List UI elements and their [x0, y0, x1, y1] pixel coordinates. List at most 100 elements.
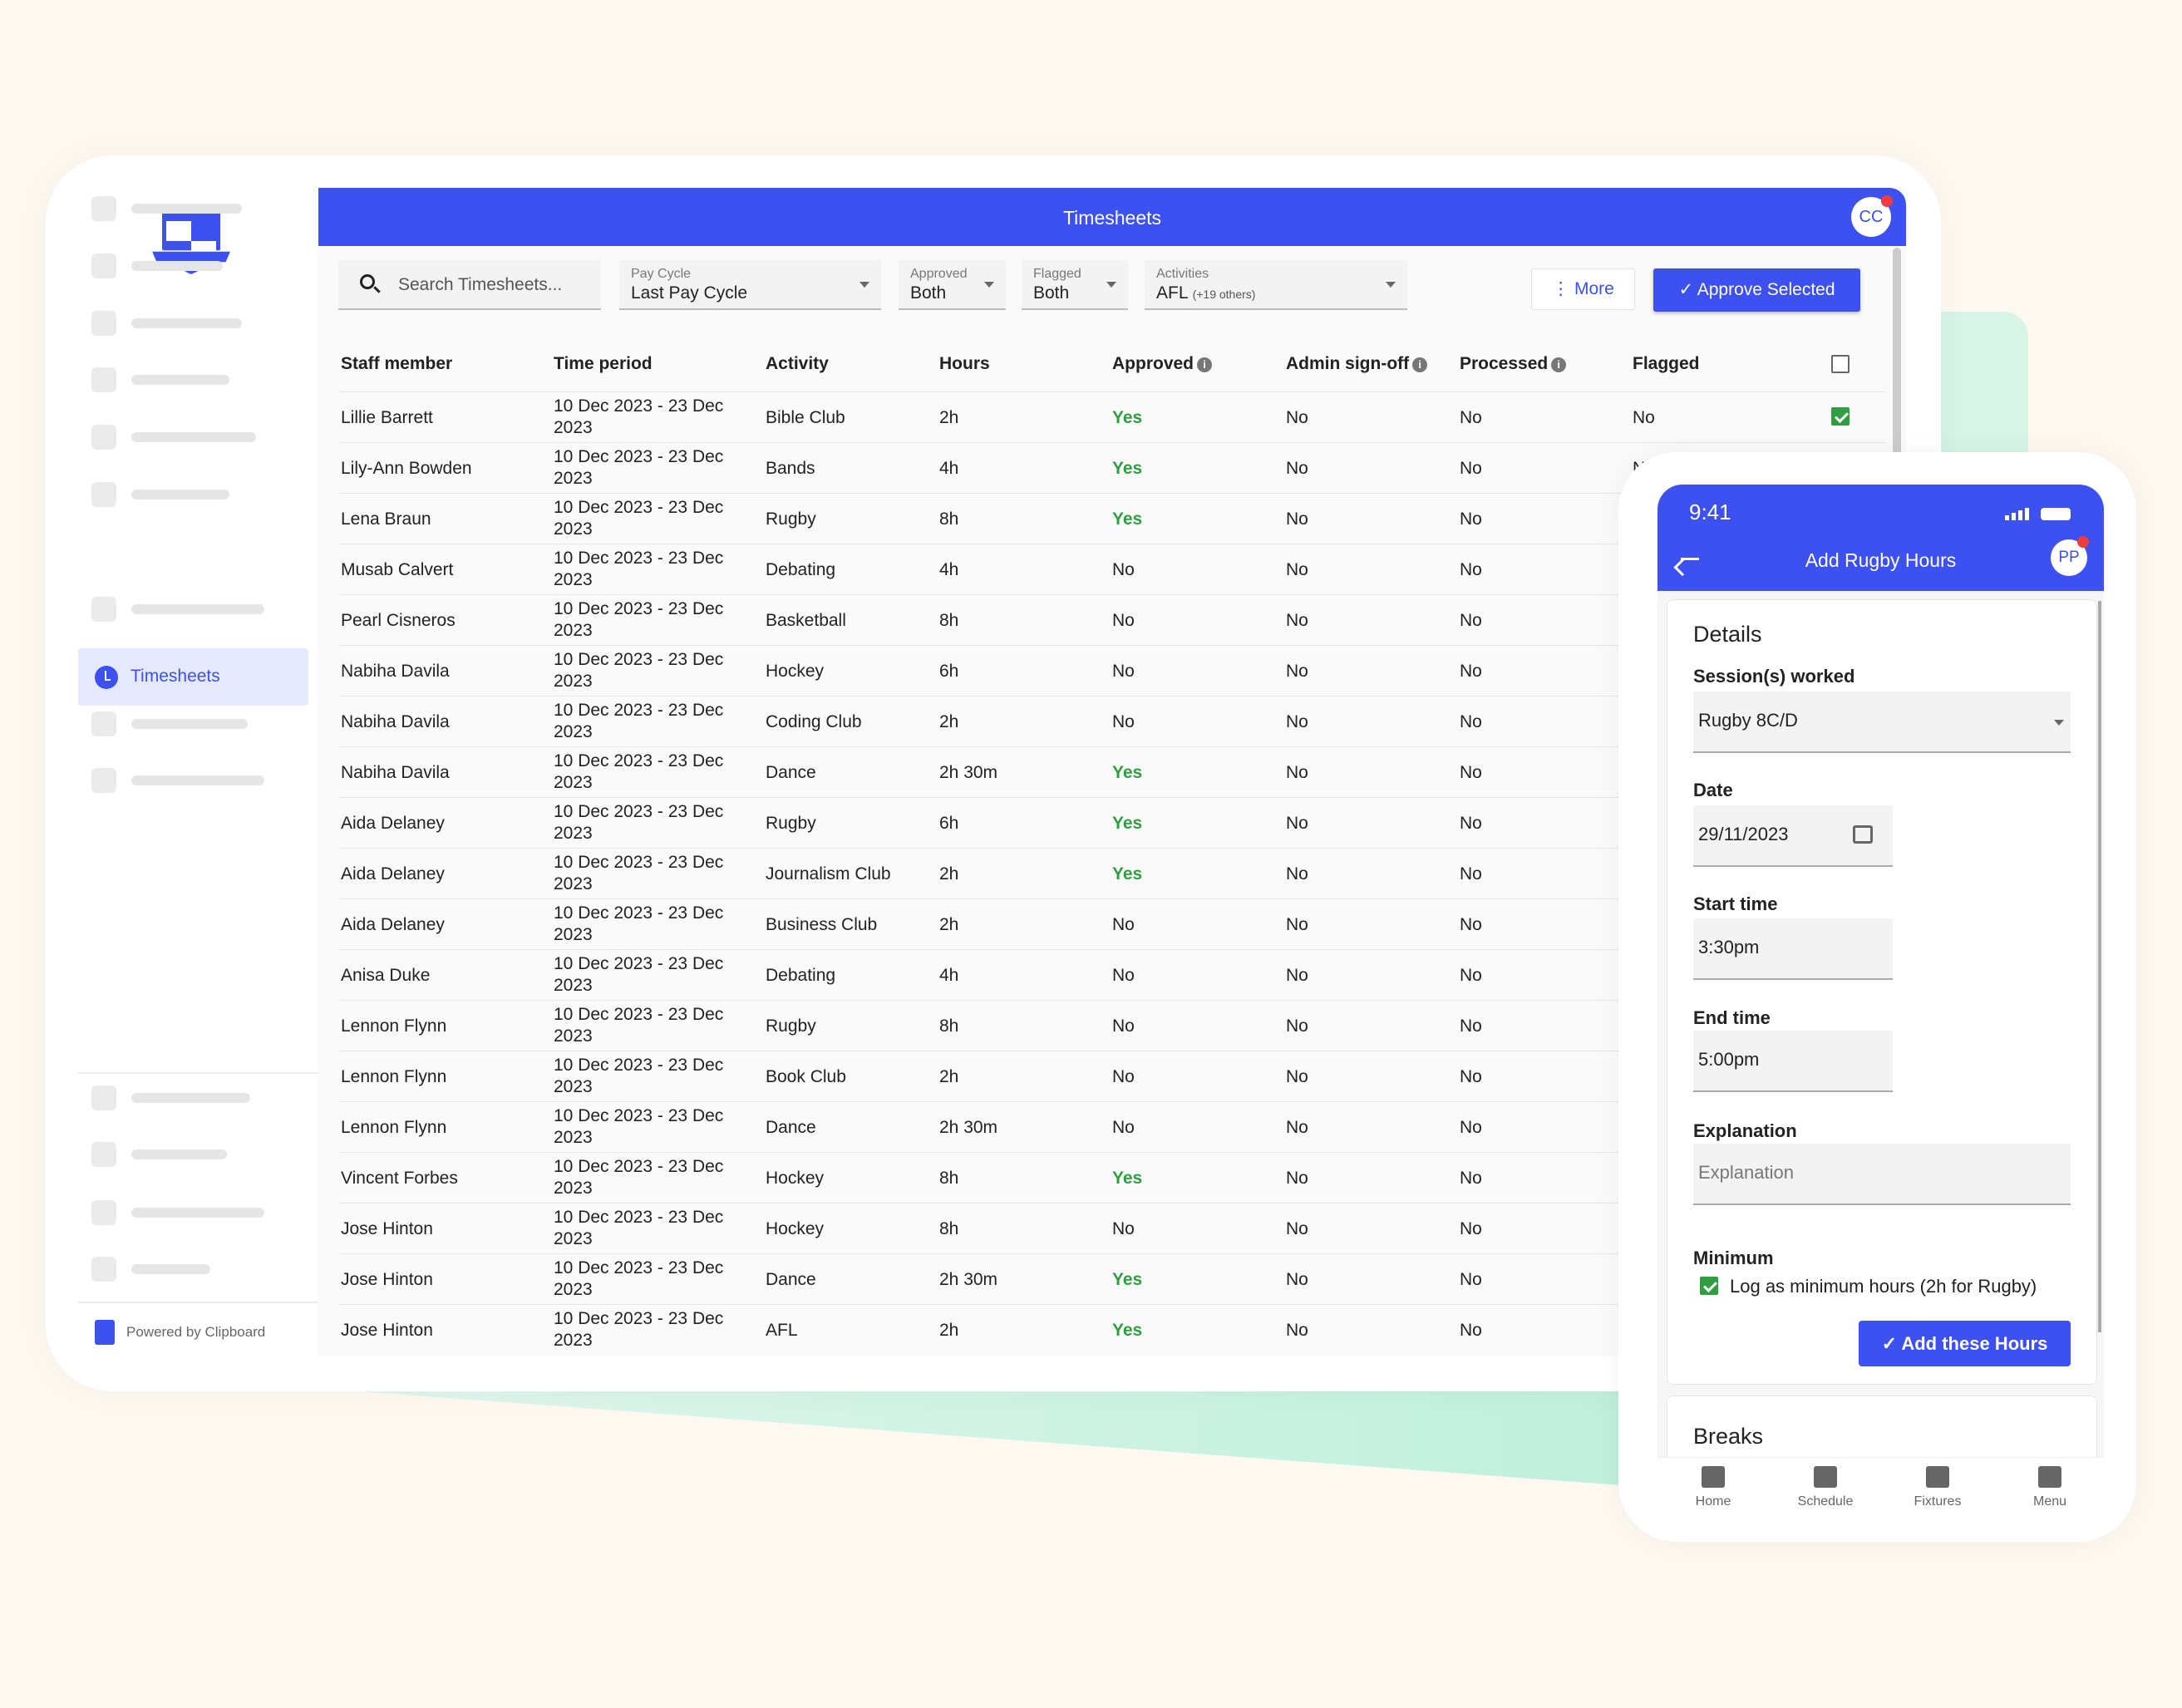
- nav-item-placeholder-icon[interactable]: [91, 253, 116, 278]
- info-icon[interactable]: i: [1412, 357, 1428, 372]
- processed-cell: No: [1460, 1219, 1482, 1238]
- nav-item-placeholder-label[interactable]: [131, 604, 264, 614]
- column-header[interactable]: Activity: [766, 354, 829, 374]
- hours-cell: 4h: [939, 459, 959, 478]
- column-header-label: Approved: [1112, 354, 1194, 373]
- column-header-label: Processed: [1460, 354, 1549, 373]
- hours-cell: 2h 30m: [939, 1118, 998, 1137]
- processed-cell: No: [1460, 1016, 1482, 1036]
- column-header[interactable]: Staff member: [341, 354, 452, 374]
- pay-cycle-select[interactable]: Pay Cycle Last Pay Cycle: [619, 260, 881, 310]
- filter-label: Activities: [1156, 267, 1209, 281]
- nav-item-placeholder-label[interactable]: [131, 775, 264, 785]
- nav-item-placeholder-label[interactable]: [131, 375, 229, 385]
- more-button[interactable]: ⋮ More: [1531, 268, 1635, 310]
- user-avatar[interactable]: CC: [1851, 195, 1893, 237]
- phone-user-avatar[interactable]: PP: [2051, 536, 2089, 576]
- calendar-icon[interactable]: [1853, 825, 1873, 844]
- start-time-input[interactable]: 3:30pm: [1693, 918, 1893, 980]
- row-checkbox[interactable]: [1831, 407, 1850, 426]
- hours-cell: 8h: [939, 1016, 959, 1036]
- bottom-nav-fixtures[interactable]: Fixtures: [1892, 1466, 1983, 1509]
- column-header-label: Admin sign-off: [1286, 354, 1410, 373]
- column-header[interactable]: Flagged: [1633, 354, 1700, 374]
- nav-item-placeholder-label[interactable]: [131, 1208, 264, 1218]
- bottom-nav-schedule[interactable]: Schedule: [1780, 1466, 1871, 1509]
- hours-cell: 2h: [939, 408, 959, 427]
- nav-item-placeholder-icon[interactable]: [91, 311, 116, 336]
- date-input[interactable]: 29/11/2023: [1693, 805, 1893, 867]
- table-row[interactable]: Pearl Cisneros 10 Dec 2023 - 23 Dec 2023 B…: [339, 594, 1885, 645]
- more-label: More: [1574, 279, 1614, 298]
- end-time-input[interactable]: 5:00pm: [1693, 1031, 1893, 1092]
- processed-cell: No: [1460, 915, 1482, 934]
- nav-item-placeholder-label[interactable]: [131, 490, 229, 500]
- nav-item-placeholder-icon[interactable]: [91, 425, 116, 450]
- back-arrow-icon[interactable]: [1681, 558, 1699, 560]
- nav-item-placeholder-label[interactable]: [131, 204, 242, 214]
- nav-item-placeholder-icon[interactable]: [91, 1200, 116, 1225]
- search-input[interactable]: Search Timesheets...: [338, 260, 601, 310]
- sidebar-item-timesheets[interactable]: Timesheets: [78, 648, 308, 706]
- session-select[interactable]: Rugby 8C/D: [1693, 692, 2071, 753]
- nav-item-placeholder-icon[interactable]: [91, 1257, 116, 1282]
- hours-cell: 2h: [939, 915, 959, 934]
- nav-item-placeholder-label[interactable]: [131, 318, 242, 328]
- filter-value: Both: [1033, 283, 1070, 303]
- table-row[interactable]: Lillie Barrett 10 Dec 2023 - 23 Dec 2023 B…: [339, 391, 1885, 442]
- nav-item-placeholder-icon[interactable]: [91, 1142, 116, 1167]
- approve-selected-button[interactable]: ✓ Approve Selected: [1653, 268, 1860, 312]
- select-all-checkbox[interactable]: [1831, 355, 1850, 373]
- time-period-cell: 10 Dec 2023 - 23 Dec 2023: [554, 549, 724, 589]
- column-header[interactable]: Processed i: [1460, 354, 1567, 374]
- admin-sign-off-cell: No: [1286, 1321, 1308, 1340]
- explanation-label: Explanation: [1693, 1120, 1797, 1141]
- activities-select[interactable]: Activities AFL (+19 others): [1145, 260, 1407, 310]
- hours-cell: 8h: [939, 1219, 959, 1238]
- nav-item-placeholder-icon[interactable]: [91, 482, 116, 507]
- time-period-cell: 10 Dec 2023 - 23 Dec 2023: [554, 853, 724, 893]
- info-icon[interactable]: i: [1551, 357, 1567, 372]
- hours-cell: 6h: [939, 662, 959, 681]
- column-header[interactable]: Hours: [939, 354, 990, 374]
- nav-item-placeholder-label[interactable]: [131, 719, 248, 729]
- activity-cell: AFL: [766, 1321, 798, 1340]
- nav-item-placeholder-icon[interactable]: [91, 367, 116, 392]
- explanation-placeholder: Explanation: [1698, 1162, 1794, 1183]
- table-row[interactable]: Jose Hinton 10 Dec 2023 - 23 Dec 2023 AFL 2…: [339, 1304, 1885, 1355]
- processed-cell: No: [1460, 864, 1482, 884]
- column-header[interactable]: Admin sign-off i: [1286, 354, 1428, 374]
- nav-item-placeholder-label[interactable]: [131, 261, 223, 271]
- minimum-hours-checkbox[interactable]: [1700, 1277, 1718, 1295]
- admin-sign-off-cell: No: [1286, 1270, 1308, 1289]
- activity-cell: Debating: [766, 560, 836, 579]
- flagged-select[interactable]: Flagged Both: [1022, 260, 1128, 310]
- column-header[interactable]: Time period: [554, 354, 653, 374]
- bottom-nav-menu[interactable]: Menu: [2004, 1466, 2096, 1509]
- column-header[interactable]: Approved i: [1112, 354, 1213, 374]
- nav-item-placeholder-icon[interactable]: [91, 711, 116, 736]
- approve-label: Approve Selected: [1697, 280, 1835, 299]
- nav-item-placeholder-label[interactable]: [131, 1093, 250, 1103]
- info-icon[interactable]: i: [1197, 357, 1213, 372]
- nav-item-placeholder-icon[interactable]: [91, 196, 116, 221]
- phone-scrollbar[interactable]: [2098, 601, 2101, 1332]
- date-value: 29/11/2023: [1698, 824, 1789, 844]
- nav-item-placeholder-icon[interactable]: [91, 768, 116, 793]
- table-row[interactable]: Jose Hinton 10 Dec 2023 - 23 Dec 2023 Danc…: [339, 1253, 1885, 1304]
- explanation-input[interactable]: Explanation: [1693, 1144, 2071, 1205]
- nav-item-placeholder-label[interactable]: [131, 1149, 227, 1159]
- nav-item-placeholder-icon[interactable]: [91, 1085, 116, 1110]
- approved-cell: Yes: [1112, 408, 1143, 427]
- phone-frame: 9:41 Add Rugby Hours PP Details Session(…: [1618, 452, 2136, 1542]
- add-hours-button[interactable]: ✓ Add these Hours: [1859, 1321, 2071, 1366]
- approved-cell: No: [1112, 1016, 1135, 1036]
- nav-item-placeholder-label[interactable]: [131, 432, 256, 442]
- activity-cell: Hockey: [766, 662, 825, 681]
- filter-value: AFL (+19 others): [1156, 283, 1255, 303]
- approved-select[interactable]: Approved Both: [899, 260, 1006, 310]
- bottom-nav-home[interactable]: Home: [1667, 1466, 1759, 1509]
- nav-item-placeholder-label[interactable]: [131, 1264, 210, 1274]
- nav-item-placeholder-icon[interactable]: [91, 597, 116, 622]
- scrollbar[interactable]: [1893, 248, 1901, 497]
